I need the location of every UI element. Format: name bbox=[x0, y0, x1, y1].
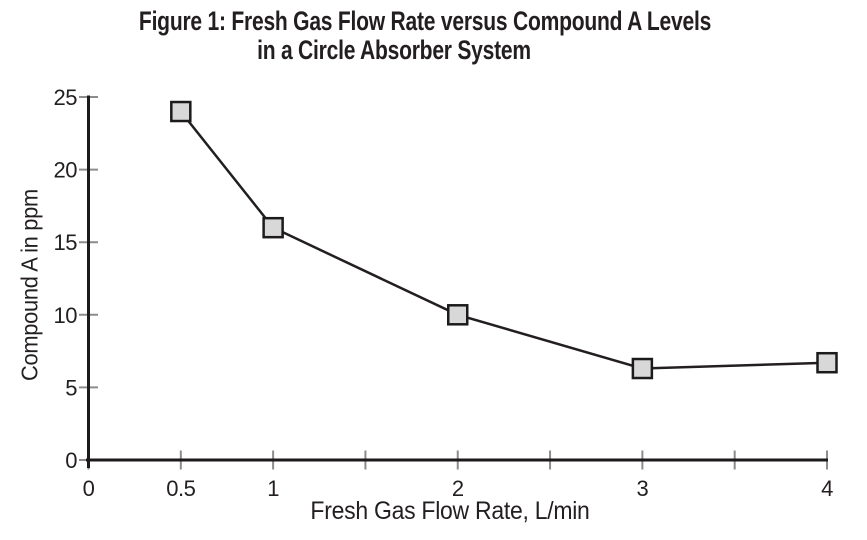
data-point-marker bbox=[816, 351, 838, 374]
x-tick-label: 4 bbox=[821, 476, 833, 501]
x-tick-label: 0.5 bbox=[166, 476, 195, 501]
y-tick-label: 15 bbox=[54, 230, 78, 255]
y-axis-label: Compound A in ppm bbox=[16, 189, 43, 381]
data-line bbox=[179, 110, 828, 370]
x-tick-label: 1 bbox=[267, 476, 279, 501]
x-tick-label: 0 bbox=[83, 476, 95, 501]
x-axis-label: Fresh Gas Flow Rate, L/min bbox=[310, 497, 590, 525]
y-tick-label: 20 bbox=[54, 158, 78, 183]
x-tick-label: 3 bbox=[637, 476, 649, 501]
data-point-marker bbox=[262, 216, 284, 239]
data-point-marker bbox=[631, 357, 654, 380]
y-tick-label: 0 bbox=[65, 448, 77, 473]
x-tick-label: 2 bbox=[452, 476, 464, 501]
y-tick-label: 10 bbox=[54, 303, 78, 328]
data-point-marker bbox=[170, 100, 192, 123]
y-tick-label: 25 bbox=[54, 85, 78, 110]
data-point-marker bbox=[447, 304, 469, 326]
y-tick-label: 5 bbox=[65, 375, 77, 400]
chart-title: Figure 1: Fresh Gas Flow Rate versus Com… bbox=[0, 7, 850, 65]
chart-title-line1: Figure 1: Fresh Gas Flow Rate versus Com… bbox=[138, 6, 712, 36]
chart-title-line2: in a Circle Absorber System bbox=[257, 35, 531, 65]
